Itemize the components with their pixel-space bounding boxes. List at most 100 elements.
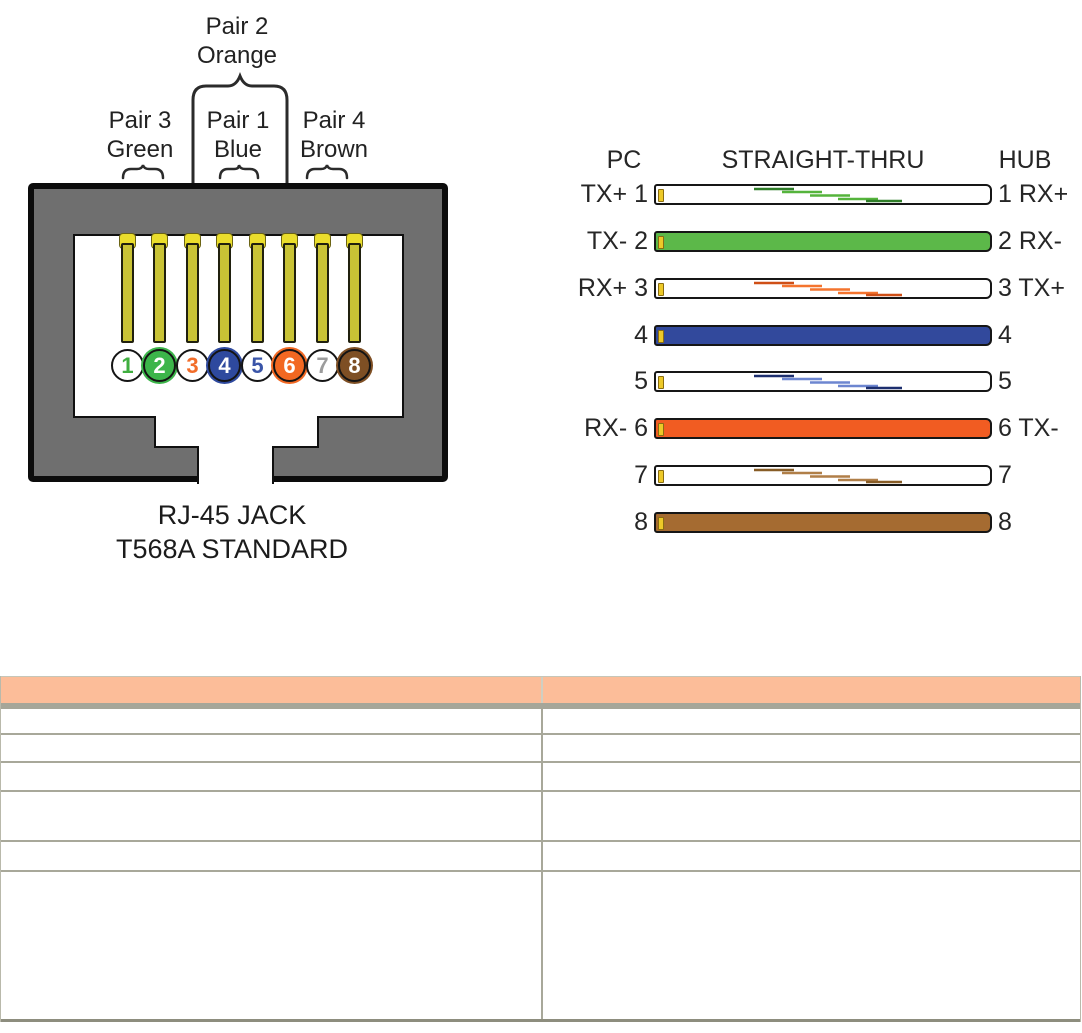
table-cell bbox=[543, 735, 1080, 761]
pair4-name: Pair 4 bbox=[302, 107, 366, 134]
cable-left-device: PC bbox=[606, 146, 642, 174]
wire-left-label: 8 bbox=[634, 508, 648, 536]
pin-number-badge: 7 bbox=[306, 349, 339, 382]
column-divider bbox=[541, 842, 543, 870]
pair1-name: Pair 1 bbox=[206, 107, 270, 134]
wire-bar bbox=[654, 371, 992, 392]
wire-bar bbox=[654, 325, 992, 346]
pin-number-badge: 8 bbox=[338, 349, 371, 382]
wire-contact-tick bbox=[658, 470, 664, 483]
pair1-brace bbox=[218, 164, 260, 180]
table-header-row bbox=[1, 676, 1080, 703]
jack-caption-line1: RJ-45 JACK bbox=[157, 500, 307, 530]
wire-stripe bbox=[754, 374, 902, 390]
pin-shaft bbox=[153, 243, 166, 343]
pin-shaft bbox=[283, 243, 296, 343]
pair1-label: Pair 1 Blue bbox=[158, 106, 318, 164]
table-cell bbox=[1, 709, 541, 733]
table-cell bbox=[543, 709, 1080, 733]
table-body bbox=[1, 709, 1080, 1022]
wire-bar bbox=[654, 418, 992, 439]
wire-right-label: 5 bbox=[998, 367, 1012, 395]
pair2-label: Pair 2 Orange bbox=[137, 12, 337, 70]
cable-right-device: HUB bbox=[998, 146, 1052, 174]
pair4-label: Pair 4 Brown bbox=[254, 106, 414, 164]
cable-title: STRAIGHT-THRU bbox=[721, 146, 925, 174]
pin-number-badge: 4 bbox=[208, 349, 241, 382]
jack-caption-line2: T568A STANDARD bbox=[115, 534, 349, 564]
table-row bbox=[1, 709, 1080, 735]
pair1-color: Blue bbox=[213, 136, 263, 163]
pin-shaft bbox=[121, 243, 134, 343]
wire-right-label: 3 TX+ bbox=[998, 274, 1065, 302]
wire-left-label: TX- 2 bbox=[586, 227, 648, 255]
pin-number-badge: 1 bbox=[111, 349, 144, 382]
table-row bbox=[1, 735, 1080, 763]
pair3-name: Pair 3 bbox=[108, 107, 172, 134]
wire-contact-tick bbox=[658, 517, 664, 530]
wire-left-label: TX+ 1 bbox=[580, 180, 648, 208]
pin-shaft bbox=[186, 243, 199, 343]
table-cell bbox=[543, 763, 1080, 790]
wire-left-label: 5 bbox=[634, 367, 648, 395]
pin-number-badge: 5 bbox=[241, 349, 274, 382]
pin-number-badge: 2 bbox=[143, 349, 176, 382]
pair3-brace bbox=[121, 164, 165, 180]
pin-shaft bbox=[218, 243, 231, 343]
pair2-name: Pair 2 bbox=[205, 13, 269, 40]
column-divider bbox=[541, 763, 543, 790]
table-header-separator bbox=[1, 703, 1080, 709]
pinout-table bbox=[0, 676, 1081, 1022]
wire-bar bbox=[654, 465, 992, 486]
column-divider bbox=[541, 709, 543, 733]
table-cell bbox=[1, 872, 541, 1019]
column-divider bbox=[541, 872, 543, 1019]
wire-left-label: RX+ 3 bbox=[577, 274, 648, 302]
wire-contact-tick bbox=[658, 376, 664, 389]
pair2-color: Orange bbox=[196, 42, 278, 69]
pair4-color: Brown bbox=[299, 136, 369, 163]
pair3-label: Pair 3 Green bbox=[60, 106, 220, 164]
pin-number-badge: 3 bbox=[176, 349, 209, 382]
wire-right-label: 8 bbox=[998, 508, 1012, 536]
table-cell bbox=[1, 842, 541, 870]
wire-contact-tick bbox=[658, 330, 664, 343]
wire-right-label: 7 bbox=[998, 461, 1012, 489]
wire-bar bbox=[654, 278, 992, 299]
pin-shaft bbox=[251, 243, 264, 343]
wire-contact-tick bbox=[658, 189, 664, 202]
table-header-cell-2 bbox=[543, 677, 1080, 703]
pair3-color: Green bbox=[106, 136, 174, 163]
table-header-cell-1 bbox=[1, 677, 541, 703]
table-cell bbox=[543, 872, 1080, 1019]
wire-left-label: RX- 6 bbox=[584, 414, 648, 442]
pair4-brace bbox=[305, 164, 349, 180]
table-cell bbox=[1, 735, 541, 761]
wire-stripe bbox=[754, 468, 902, 484]
wire-stripe bbox=[754, 281, 902, 297]
pin-shaft bbox=[348, 243, 361, 343]
header-column-divider bbox=[541, 677, 543, 703]
wire-bar bbox=[654, 184, 992, 205]
table-cell bbox=[1, 763, 541, 790]
wire-stripe bbox=[754, 187, 902, 203]
column-divider bbox=[541, 735, 543, 761]
wire-contact-tick bbox=[658, 283, 664, 296]
wire-right-label: 2 RX- bbox=[998, 227, 1062, 255]
table-row bbox=[1, 763, 1080, 792]
pair-braces bbox=[121, 71, 349, 185]
pin-shaft bbox=[316, 243, 329, 343]
pair2-brace bbox=[191, 71, 289, 185]
table-cell bbox=[1, 792, 541, 840]
wire-bar bbox=[654, 231, 992, 252]
column-divider bbox=[541, 792, 543, 840]
jack-caption: RJ-45 JACK T568A STANDARD bbox=[32, 498, 432, 566]
wire-left-label: 4 bbox=[634, 321, 648, 349]
table-cell bbox=[543, 792, 1080, 840]
table-cell bbox=[543, 842, 1080, 870]
wire-right-label: 6 TX- bbox=[998, 414, 1059, 442]
table-row bbox=[1, 792, 1080, 842]
wire-right-label: 1 RX+ bbox=[998, 180, 1069, 208]
wire-bar bbox=[654, 512, 992, 533]
